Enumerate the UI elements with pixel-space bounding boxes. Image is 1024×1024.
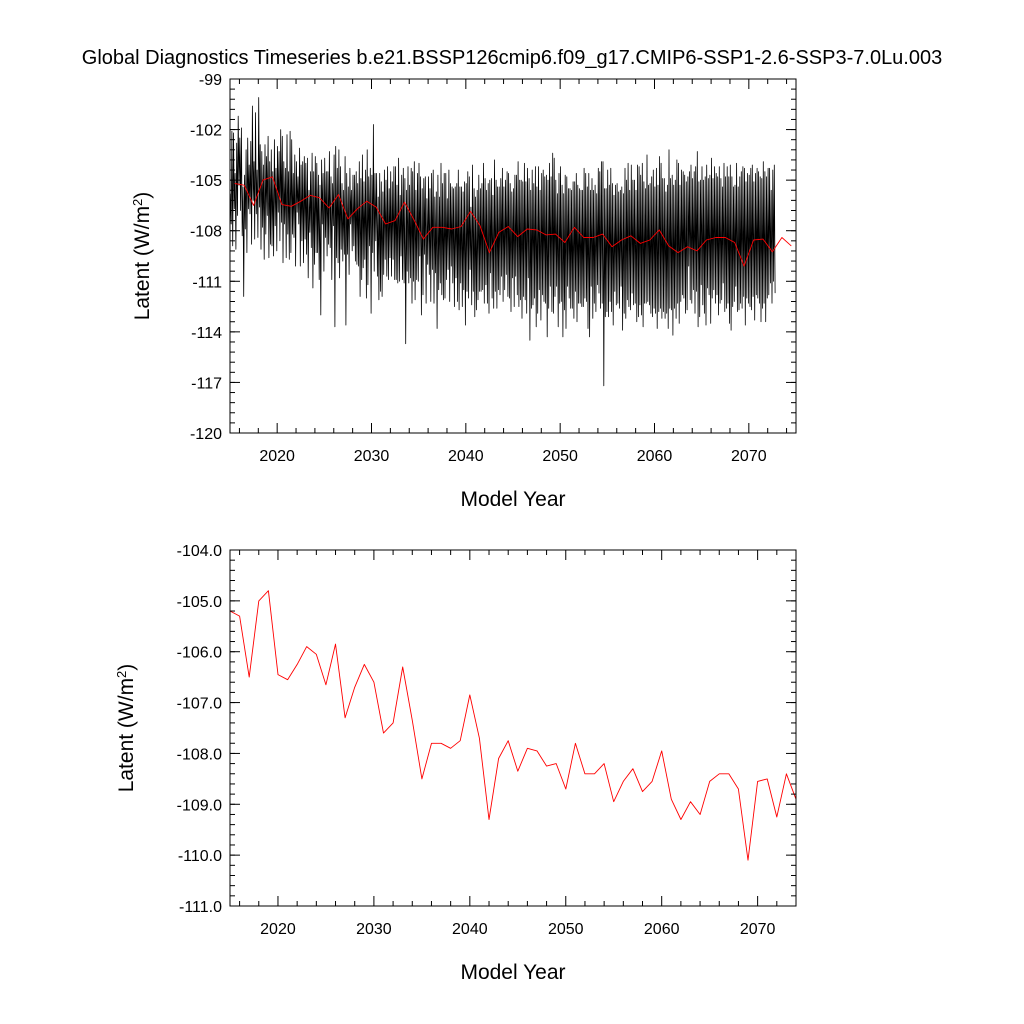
y-tick-label: -105 (190, 173, 222, 190)
bottom-annual-series-line (230, 590, 796, 861)
y-tick-label: -108.0 (177, 746, 222, 763)
y-tick-label: -114 (191, 325, 222, 342)
top-annual-series-line (234, 176, 792, 267)
bottom-panel-frame (229, 549, 797, 907)
x-tick-label: 2040 (452, 921, 488, 938)
top-panel-x-axis-title: Model Year (460, 488, 565, 511)
x-tick-label: 2050 (548, 921, 584, 938)
y-tick-label: -120 (190, 426, 222, 443)
top-panel-frame (229, 78, 797, 434)
y-tick-label: -107.0 (177, 696, 222, 713)
x-tick-label: 2030 (354, 448, 390, 465)
top-panel-marks (230, 97, 792, 387)
top-panel-ticks: 2020 2030 2040 2050 2060 2070 -99 -102 -105 -108 -… (190, 72, 796, 465)
top-panel: 2020 2030 2040 2050 2060 2070 -99 -102 -105 -108 -… (130, 72, 797, 511)
x-tick-label: 2060 (637, 448, 673, 465)
bottom-panel: 2020 2030 2040 2050 2060 2070 -104.0 -105.0 -106… (114, 543, 797, 984)
bottom-panel-ticks: 2020 2030 2040 2050 2060 2070 -104.0 -105.0 -106… (177, 543, 797, 938)
y-tick-label: -110.0 (178, 848, 222, 865)
y-tick-label: -109.0 (177, 797, 222, 814)
bottom-panel-y-title-main: Latent (W/m (115, 678, 138, 792)
bottom-panel-y-title-close: ) (115, 664, 138, 671)
bottom-panel-y-axis-title: Latent (W/m2) (114, 664, 139, 793)
y-tick-label: -106.0 (177, 645, 222, 662)
bottom-panel-y-title-sup: 2 (114, 671, 129, 678)
y-tick-label: -111 (192, 274, 222, 291)
y-tick-label: -104.0 (177, 543, 222, 560)
y-tick-label: -99 (199, 72, 222, 89)
y-tick-label: -108 (190, 224, 222, 241)
top-panel-y-title-sup: 2 (130, 199, 145, 206)
figure-title: Global Diagnostics Timeseries b.e21.BSSP… (82, 47, 942, 69)
y-tick-label: -117 (191, 375, 222, 392)
bottom-panel-x-axis-title: Model Year (460, 961, 565, 984)
x-tick-label: 2020 (260, 921, 296, 938)
y-tick-label: -111.0 (179, 899, 222, 916)
x-tick-label: 2050 (542, 448, 578, 465)
y-tick-label: -105.0 (177, 594, 222, 611)
top-panel-y-title-close: ) (131, 192, 154, 199)
x-tick-label: 2040 (448, 448, 484, 465)
x-tick-label: 2070 (731, 448, 767, 465)
x-tick-label: 2030 (356, 921, 392, 938)
x-tick-label: 2070 (740, 921, 776, 938)
x-tick-label: 2060 (644, 921, 680, 938)
top-monthly-series-line (230, 97, 776, 387)
top-panel-y-axis-title: Latent (W/m2) (130, 192, 155, 321)
y-tick-label: -102 (190, 123, 222, 140)
top-panel-y-title-main: Latent (W/m (131, 206, 154, 320)
bottom-panel-marks (230, 590, 796, 861)
x-tick-label: 2020 (259, 448, 295, 465)
